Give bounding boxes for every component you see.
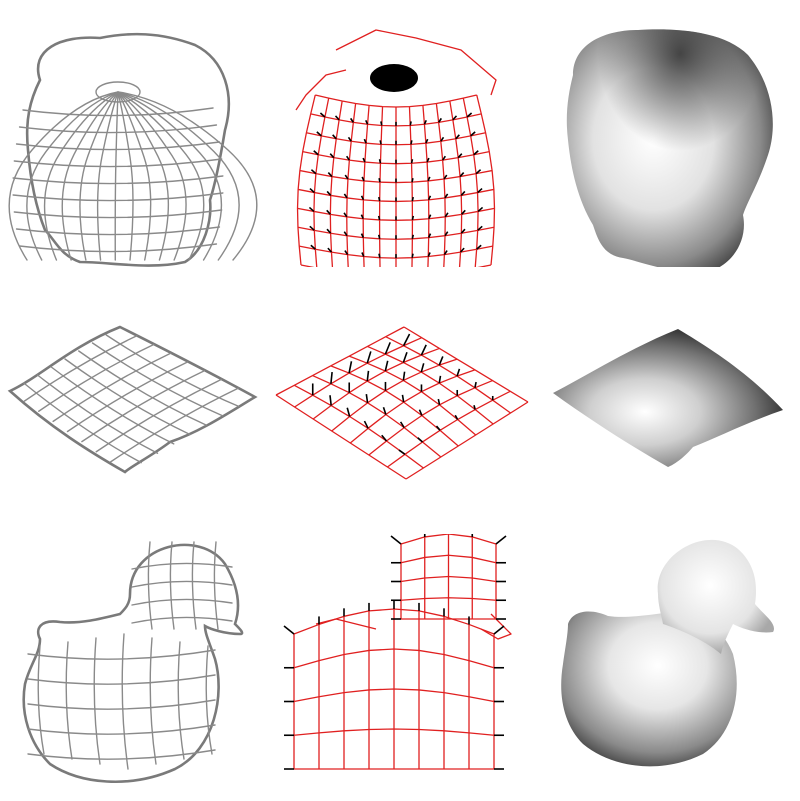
pillow-shaded (533, 267, 799, 534)
duck-shaded (533, 534, 799, 801)
pillow-mesh (266, 267, 532, 534)
head-shaded (533, 0, 799, 267)
pillow-sketch (0, 267, 266, 534)
duck-sketch (0, 534, 266, 801)
head-mesh (266, 0, 532, 267)
head-sketch (0, 0, 266, 267)
duck-mesh (266, 534, 532, 801)
